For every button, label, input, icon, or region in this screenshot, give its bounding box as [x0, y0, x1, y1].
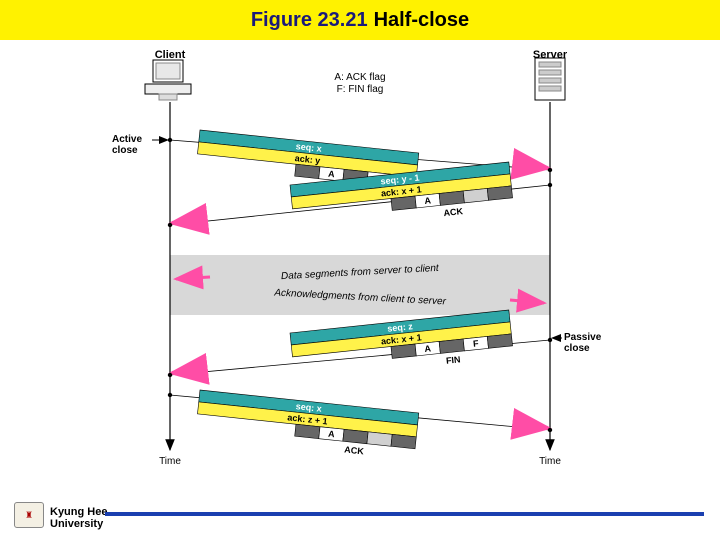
svg-text:Client: Client — [155, 50, 186, 61]
footer-line2: University — [50, 518, 103, 530]
footer-text: Kyung Hee University — [50, 506, 107, 530]
svg-text:Passiveclose: Passiveclose — [564, 332, 602, 354]
svg-text:ACK: ACK — [344, 444, 365, 456]
svg-text:Server: Server — [533, 50, 568, 61]
figure-title: Half-close — [374, 9, 470, 32]
svg-text:Time: Time — [159, 456, 181, 467]
svg-text:Time: Time — [539, 456, 561, 467]
svg-text:ACK: ACK — [443, 206, 464, 218]
diagram-area: Client Server A: ACK flagF: FIN flag Time Ti… — [60, 50, 660, 480]
figure-number: Figure 23.21 — [251, 9, 368, 32]
svg-text:FIN: FIN — [445, 354, 460, 365]
title-bar: Figure 23.21 Half-close — [0, 0, 720, 40]
university-logo-icon: ♜ — [14, 502, 44, 528]
svg-text:Activeclose: Activeclose — [112, 134, 142, 156]
svg-text:F: FIN flag: F: FIN flag — [337, 84, 384, 95]
footer: ♜ Kyung Hee University — [0, 494, 720, 534]
footer-line1: Kyung Hee — [50, 506, 107, 518]
half-close-diagram: Client Server A: ACK flagF: FIN flag Time Ti… — [60, 50, 660, 480]
svg-text:A: ACK flag: A: ACK flag — [334, 72, 385, 83]
footer-rule — [105, 512, 704, 516]
